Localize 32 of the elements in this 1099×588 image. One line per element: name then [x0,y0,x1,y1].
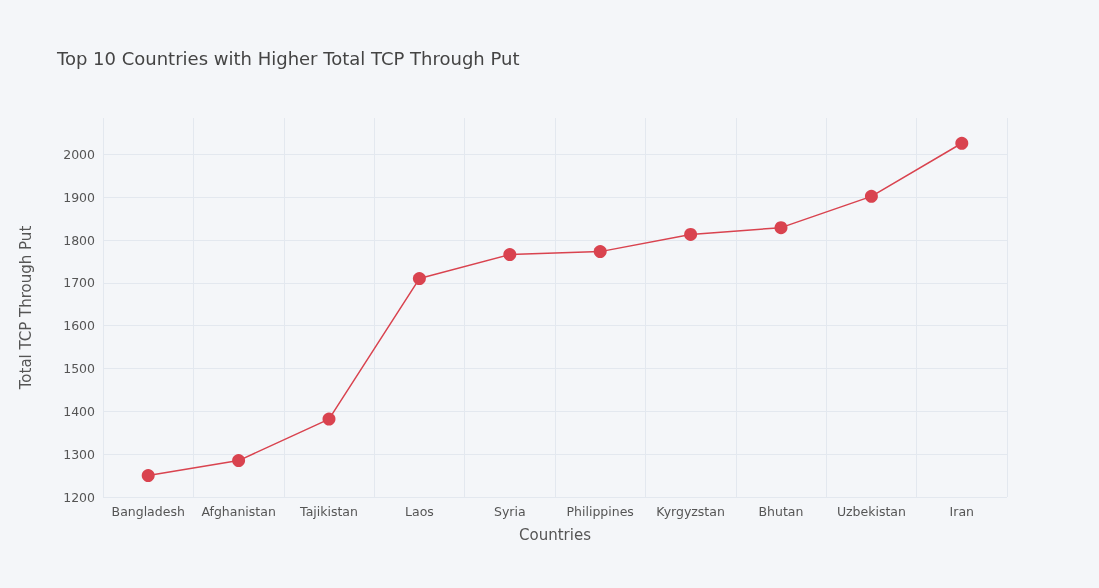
point [232,454,246,468]
y-tick-label: 1500 [63,361,96,377]
y-tick-label: 1400 [63,403,96,419]
y-tick-label: 1200 [63,489,96,505]
x-tick-label: Bangladesh [111,504,185,519]
x-tick-label: Afghanistan [201,504,276,519]
point [955,136,969,150]
x-tick-label: Syria [494,504,526,519]
y-tick-label: 1800 [63,232,96,248]
x-tick-label: Philippines [566,504,634,519]
point [322,412,336,426]
y-tick-label: 1600 [63,318,96,334]
x-tick-label: Iran [949,504,975,519]
point [774,221,788,235]
point [503,248,517,262]
point [684,227,698,241]
y-tick-label: 1300 [63,446,96,462]
point [593,245,607,259]
chart-title: Top 10 Countries with Higher Total TCP Through Put [56,47,520,69]
x-tick-label: Uzbekistan [836,504,906,519]
y-tick-label: 1900 [63,189,96,205]
point [412,272,426,286]
x-tick-label: Tajikistan [299,504,358,519]
y-axis-title: Total TCP Through Put [16,225,35,391]
point [141,469,155,483]
x-tick-label: Bhutan [758,504,804,519]
x-tick-label: Laos [405,504,434,519]
y-tick-label: 1700 [63,275,96,291]
point [864,189,878,203]
x-axis-title: Countries [519,525,592,544]
y-tick-label: 2000 [63,146,96,162]
x-tick-label: Kyrgyzstan [656,504,725,519]
